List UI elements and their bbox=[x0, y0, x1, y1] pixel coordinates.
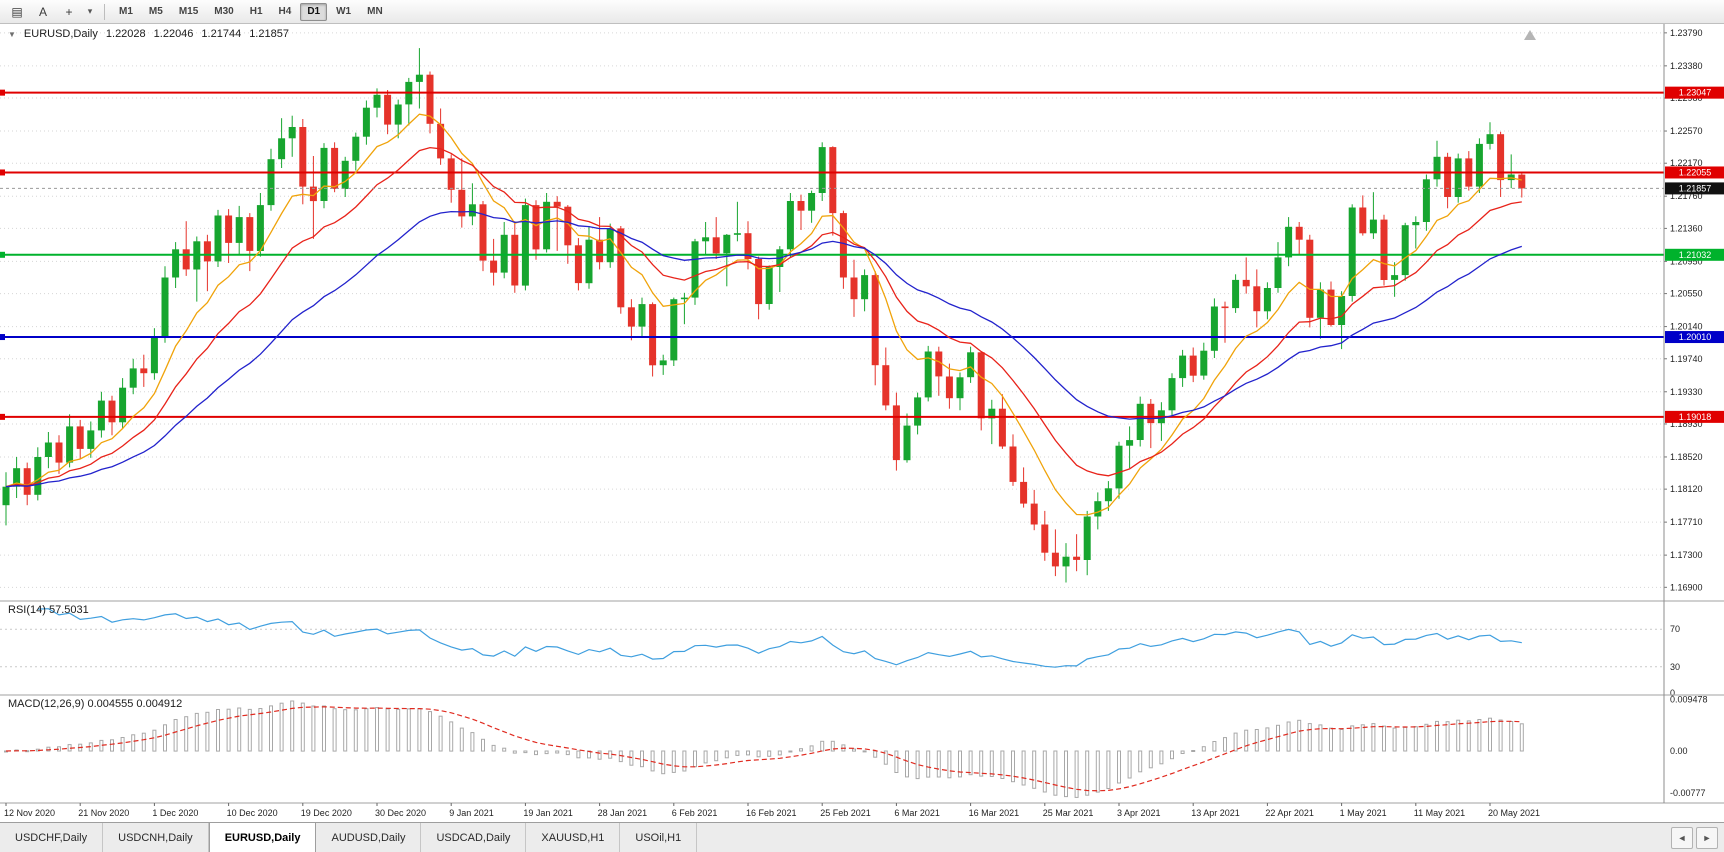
svg-text:10 Dec 2020: 10 Dec 2020 bbox=[227, 808, 278, 818]
svg-text:1.17710: 1.17710 bbox=[1670, 517, 1703, 527]
svg-text:1.19330: 1.19330 bbox=[1670, 387, 1703, 397]
timeframe-button-h1[interactable]: H1 bbox=[249, 5, 263, 17]
cursor-tool-icon[interactable]: + bbox=[65, 4, 73, 19]
svg-text:0.009478: 0.009478 bbox=[1670, 695, 1708, 705]
chart-tab-usdchf-daily[interactable]: USDCHF,Daily bbox=[0, 823, 104, 852]
timeframe-buttons: M1 M5 M15 M30 H1 H4 D1 W1 MN bbox=[111, 2, 391, 21]
svg-text:1.18930: 1.18930 bbox=[1670, 419, 1703, 429]
svg-text:1.17300: 1.17300 bbox=[1670, 550, 1703, 560]
svg-text:1.18120: 1.18120 bbox=[1670, 484, 1703, 494]
chart-tab-usdcad-daily[interactable]: USDCAD,Daily bbox=[421, 823, 527, 852]
toolbar-separator bbox=[104, 3, 105, 20]
chart-window-icon[interactable]: ▤ bbox=[11, 4, 23, 19]
svg-text:0.00: 0.00 bbox=[1670, 746, 1688, 756]
rsi-level-lines bbox=[0, 628, 1664, 668]
svg-text:1.16900: 1.16900 bbox=[1670, 582, 1703, 592]
timeframe-button-w1[interactable]: W1 bbox=[336, 5, 352, 17]
chart-region: 1.237901.233801.229801.225701.221701.217… bbox=[0, 24, 1724, 822]
svg-text:1.22170: 1.22170 bbox=[1670, 158, 1703, 168]
svg-text:19 Jan 2021: 19 Jan 2021 bbox=[523, 808, 573, 818]
mid-ma-line bbox=[5, 146, 1522, 488]
timeframe-button-d1[interactable]: D1 bbox=[300, 2, 328, 21]
chart-shift-marker-icon[interactable] bbox=[1524, 30, 1536, 40]
svg-text:16 Feb 2021: 16 Feb 2021 bbox=[746, 808, 797, 818]
svg-text:1.23047: 1.23047 bbox=[1679, 88, 1712, 98]
svg-text:25 Feb 2021: 25 Feb 2021 bbox=[820, 808, 871, 818]
timeframe-button-m5[interactable]: M5 bbox=[148, 5, 163, 17]
svg-text:6 Mar 2021: 6 Mar 2021 bbox=[894, 808, 940, 818]
moving-average-lines bbox=[5, 113, 1523, 516]
svg-text:9 Jan 2021: 9 Jan 2021 bbox=[449, 808, 494, 818]
chart-tab-bar: USDCHF,Daily USDCNH,Daily EURUSD,Daily AUDU… bbox=[0, 822, 1724, 852]
svg-text:1.22055: 1.22055 bbox=[1679, 167, 1712, 177]
svg-text:1.21857: 1.21857 bbox=[1679, 183, 1712, 193]
timeframe-button-h4[interactable]: H4 bbox=[278, 5, 292, 17]
fast-ma-line bbox=[5, 113, 1522, 516]
grid-lines bbox=[0, 32, 1664, 588]
svg-text:22 Apr 2021: 22 Apr 2021 bbox=[1265, 808, 1314, 818]
tab-scroll-controls: ◄ ► bbox=[1671, 823, 1724, 852]
chart-tab-audusd-daily[interactable]: AUDUSD,Daily bbox=[316, 823, 422, 852]
candlestick-series bbox=[2, 48, 1526, 583]
timeframe-button-m15[interactable]: M15 bbox=[178, 5, 199, 17]
tab-scroll-left-icon[interactable]: ◄ bbox=[1671, 826, 1693, 849]
price-chart[interactable]: 1.237901.233801.229801.225701.221701.217… bbox=[0, 24, 1724, 822]
date-axis: 12 Nov 2020 21 Nov 2020 1 Dec 2020 10 Dec 2… bbox=[4, 803, 1540, 818]
chart-tab-xauusd-h1[interactable]: XAUUSD,H1 bbox=[526, 823, 621, 852]
tab-scroll-right-icon[interactable]: ► bbox=[1696, 826, 1718, 849]
timeframe-button-m30[interactable]: M30 bbox=[214, 5, 234, 17]
svg-text:1.22570: 1.22570 bbox=[1670, 126, 1703, 136]
svg-text:21 Nov 2020: 21 Nov 2020 bbox=[78, 808, 129, 818]
rsi-line bbox=[37, 608, 1522, 668]
svg-text:30: 30 bbox=[1670, 662, 1680, 672]
svg-text:1 Dec 2020: 1 Dec 2020 bbox=[152, 808, 198, 818]
top-toolbar: ▤ A + ▾ M1 M5 M15 M30 H1 H4 D1 W1 MN bbox=[0, 0, 1724, 24]
slow-ma-line bbox=[5, 210, 1523, 488]
svg-text:13 Apr 2021: 13 Apr 2021 bbox=[1191, 808, 1240, 818]
svg-text:25 Mar 2021: 25 Mar 2021 bbox=[1043, 808, 1094, 818]
svg-text:28 Jan 2021: 28 Jan 2021 bbox=[598, 808, 648, 818]
chart-tab-usoil-h1[interactable]: USOil,H1 bbox=[620, 823, 698, 852]
text-label-icon[interactable]: A bbox=[38, 4, 47, 19]
svg-text:1.19740: 1.19740 bbox=[1670, 354, 1703, 364]
svg-text:1.23380: 1.23380 bbox=[1670, 61, 1703, 71]
timeframe-button-m1[interactable]: M1 bbox=[119, 5, 133, 17]
toolbar-icons: ▤ A + ▾ bbox=[4, 2, 98, 22]
chart-tab-usdcnh-daily[interactable]: USDCNH,Daily bbox=[103, 823, 209, 852]
svg-text:0: 0 bbox=[1670, 688, 1675, 698]
svg-text:1.18520: 1.18520 bbox=[1670, 452, 1703, 462]
svg-text:1.20140: 1.20140 bbox=[1670, 322, 1703, 332]
svg-text:1.23790: 1.23790 bbox=[1670, 28, 1703, 38]
svg-text:1.20550: 1.20550 bbox=[1670, 289, 1703, 299]
svg-text:16 Mar 2021: 16 Mar 2021 bbox=[969, 808, 1020, 818]
svg-text:30 Dec 2020: 30 Dec 2020 bbox=[375, 808, 426, 818]
svg-text:11 May 2021: 11 May 2021 bbox=[1414, 808, 1465, 818]
horizontal-level-lines[interactable] bbox=[0, 89, 1664, 420]
svg-text:1.21032: 1.21032 bbox=[1679, 250, 1712, 260]
svg-text:3 Apr 2021: 3 Apr 2021 bbox=[1117, 808, 1161, 818]
macd-histogram bbox=[4, 700, 1524, 798]
svg-text:6 Feb 2021: 6 Feb 2021 bbox=[672, 808, 718, 818]
svg-text:1 May 2021: 1 May 2021 bbox=[1340, 808, 1387, 818]
macd-signal-line bbox=[5, 706, 1522, 792]
svg-text:1.21760: 1.21760 bbox=[1670, 191, 1703, 201]
svg-text:19 Dec 2020: 19 Dec 2020 bbox=[301, 808, 352, 818]
timeframe-button-mn[interactable]: MN bbox=[367, 5, 383, 17]
pane-separators bbox=[0, 24, 1724, 804]
svg-text:70: 70 bbox=[1670, 624, 1680, 634]
svg-text:1.19018: 1.19018 bbox=[1679, 412, 1712, 422]
svg-text:1.21360: 1.21360 bbox=[1670, 223, 1703, 233]
svg-text:12 Nov 2020: 12 Nov 2020 bbox=[4, 808, 55, 818]
svg-text:1.20010: 1.20010 bbox=[1679, 332, 1712, 342]
svg-text:20 May 2021: 20 May 2021 bbox=[1488, 808, 1540, 818]
chart-tab-eurusd-daily[interactable]: EURUSD,Daily bbox=[208, 823, 317, 852]
svg-text:-0.00777: -0.00777 bbox=[1670, 788, 1706, 798]
price-tags: 1.23047 1.22055 1.21032 1.20010 1.19018 1.218… bbox=[1665, 86, 1724, 423]
svg-text:1.20950: 1.20950 bbox=[1670, 256, 1703, 266]
dropdown-caret-icon[interactable]: ▾ bbox=[87, 6, 93, 16]
